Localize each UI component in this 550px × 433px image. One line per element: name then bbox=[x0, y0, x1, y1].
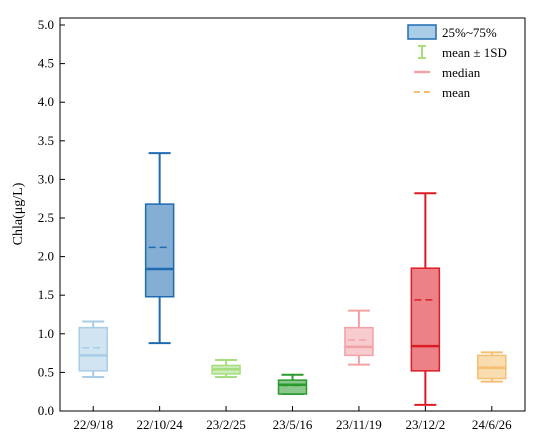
x-tick-label: 23/2/25 bbox=[206, 417, 246, 432]
box-1 bbox=[144, 152, 175, 345]
x-tick-label: 22/9/18 bbox=[73, 417, 113, 432]
legend-box-symbol bbox=[407, 24, 437, 40]
y-tick-label: 2.5 bbox=[38, 210, 54, 225]
box-4 bbox=[344, 309, 374, 366]
legend-label: median bbox=[442, 65, 481, 80]
x-tick-label: 23/12/2 bbox=[405, 417, 445, 432]
iqr-box bbox=[78, 326, 108, 372]
iqr-box bbox=[277, 379, 308, 395]
y-tick-label: 1.5 bbox=[38, 287, 54, 302]
legend-item-1: mean ± 1SD bbox=[418, 45, 507, 60]
y-tick-label: 2.0 bbox=[38, 249, 54, 264]
iqr-box bbox=[410, 267, 441, 372]
y-tick-label: 3.0 bbox=[38, 171, 54, 186]
box-5 bbox=[410, 192, 441, 406]
x-tick-label: 22/10/24 bbox=[137, 417, 184, 432]
x-tick-label: 23/11/19 bbox=[336, 417, 382, 432]
legend-item-0: 25%~75% bbox=[407, 24, 497, 40]
iqr-box bbox=[144, 203, 175, 298]
box-2 bbox=[211, 359, 241, 379]
legend-item-3: mean bbox=[414, 85, 471, 100]
legend-label: mean ± 1SD bbox=[442, 45, 507, 60]
y-tick-label: 4.0 bbox=[38, 94, 54, 109]
y-tick-label: 1.0 bbox=[38, 326, 54, 341]
box-3 bbox=[277, 373, 308, 396]
y-axis-label: Chla(μg/L) bbox=[11, 182, 26, 245]
box-series bbox=[78, 152, 507, 406]
legend: 25%~75% mean ± 1SD median mean bbox=[407, 24, 507, 100]
y-tick-label: 0.0 bbox=[38, 403, 54, 418]
x-axis: 22/9/18 22/10/24 23/2/25 23/5/16 23/11/19 23/… bbox=[73, 406, 512, 432]
x-tick-label: 23/5/16 bbox=[273, 417, 313, 432]
iqr-box bbox=[344, 326, 374, 357]
y-tick-label: 4.5 bbox=[38, 56, 54, 71]
box-6 bbox=[477, 351, 507, 383]
legend-label: mean bbox=[442, 85, 471, 100]
y-tick-label: 5.0 bbox=[38, 17, 54, 32]
y-axis: 0.0 0.5 1.0 1.5 2.0 2.5 3.0 3.5 4.0 4.5 5.0 bbox=[38, 17, 65, 418]
box-0 bbox=[78, 320, 108, 379]
legend-item-2: median bbox=[414, 65, 481, 80]
y-tick-label: 3.5 bbox=[38, 133, 54, 148]
y-tick-label: 0.5 bbox=[38, 364, 54, 379]
legend-label: 25%~75% bbox=[442, 25, 497, 40]
x-tick-label: 24/6/26 bbox=[472, 417, 512, 432]
